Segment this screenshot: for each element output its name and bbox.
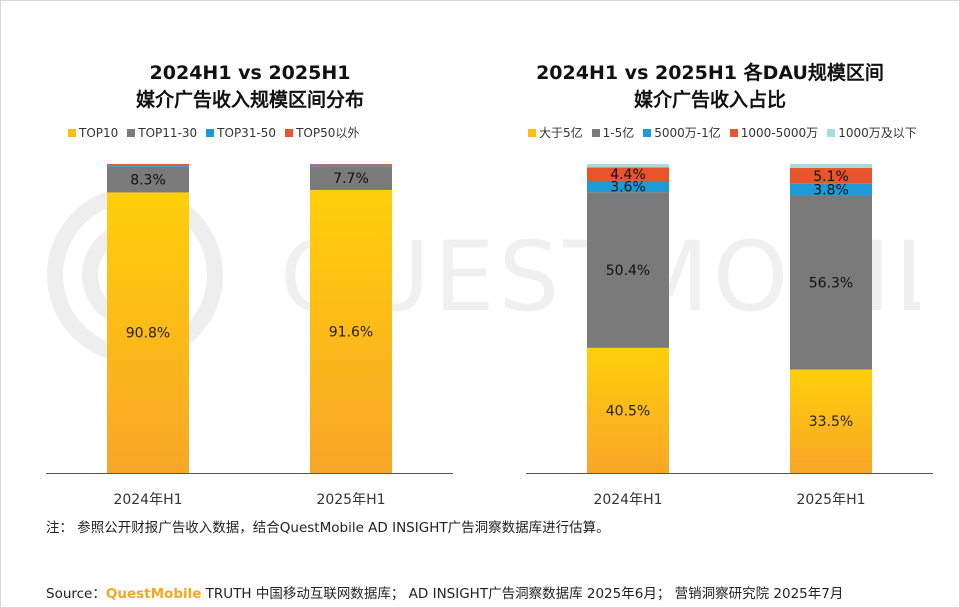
legend-label: TOP50以外 bbox=[296, 126, 360, 140]
left-chart-title-line-1: 2024H1 vs 2025H1 bbox=[149, 62, 351, 84]
legend-item-1: 1-5亿 bbox=[591, 124, 635, 141]
bar-1-top50-segment bbox=[310, 164, 392, 165]
data-label: 3.6% bbox=[610, 180, 646, 196]
bar-1-5000-1-segment bbox=[790, 183, 872, 196]
right-chart-title: 2024H1 vs 2025H1 各DAU规模区间 媒介广告收入占比 bbox=[490, 60, 930, 114]
x-tick-label: 2024年H1 bbox=[593, 492, 662, 508]
data-label: 50.4% bbox=[606, 263, 650, 279]
data-label: 33.5% bbox=[809, 414, 853, 430]
footnote: 注： 参照公开财报广告收入数据，结合QuestMobile AD INSIGHT… bbox=[46, 520, 610, 536]
source-prefix: Source： bbox=[46, 586, 106, 602]
legend-swatch bbox=[643, 129, 652, 137]
bar-0-1000-segment bbox=[587, 164, 669, 168]
legend-label: TOP10 bbox=[79, 126, 119, 140]
bar-0-top31-50-segment bbox=[107, 164, 189, 167]
bar-0-top50-segment bbox=[107, 164, 189, 165]
source-rest: TRUTH 中国移动互联网数据库； AD INSIGHT广告洞察数据库 2025… bbox=[201, 586, 844, 602]
left-chart-plot: 90.8% 8.3% 2024年H1 91.6% 7.7% 2025年H1 bbox=[46, 164, 453, 508]
bar-1-1000-segment bbox=[790, 164, 872, 169]
data-label: 90.8% bbox=[126, 326, 170, 342]
data-label: 7.7% bbox=[333, 171, 369, 187]
legend-item-2: 5000万-1亿 bbox=[643, 124, 721, 141]
bar-1-top10-segment bbox=[310, 189, 392, 473]
source-brand: QuestMobile bbox=[105, 586, 202, 602]
legend-label: TOP11-30 bbox=[138, 126, 198, 140]
legend-swatch bbox=[285, 129, 294, 137]
legend-label: 1000-5000万 bbox=[740, 126, 819, 140]
bar-1-top11-30-segment bbox=[310, 166, 392, 190]
bar-0-top10-segment bbox=[107, 192, 189, 473]
data-label: 56.3% bbox=[809, 276, 853, 292]
legend-label: 5000万-1亿 bbox=[654, 126, 721, 140]
legend-swatch bbox=[206, 129, 215, 137]
legend-item-1: TOP11-30 bbox=[127, 126, 197, 140]
x-tick-label: 2025年H1 bbox=[796, 492, 865, 508]
right-chart-plot: 40.5% 50.4% 3.6%4.4% 2024年H1 33.5% 56.3% 3.8%5… bbox=[526, 164, 933, 508]
legend-swatch bbox=[528, 129, 536, 137]
legend-label: TOP31-50 bbox=[217, 126, 277, 140]
left-chart-legend: TOP10 TOP11-30 TOP31-50 TOP50以外 bbox=[68, 124, 368, 141]
bar-0-5-segment bbox=[587, 347, 669, 473]
right-chart-title-line-1: 2024H1 vs 2025H1 各DAU规模区间 bbox=[536, 62, 884, 84]
bar-1-1-5-segment bbox=[790, 195, 872, 370]
right-chart-title-line-2: 媒介广告收入占比 bbox=[633, 89, 786, 111]
data-label: 5.1% bbox=[813, 169, 849, 185]
data-label: 91.6% bbox=[329, 324, 373, 340]
data-label: 40.5% bbox=[606, 403, 650, 419]
data-label: 3.8% bbox=[813, 183, 849, 199]
legend-item-3: 1000-5000万 bbox=[729, 124, 819, 141]
x-tick-label: 2024年H1 bbox=[113, 492, 182, 508]
legend-swatch bbox=[827, 129, 836, 137]
right-chart-legend: 大于5亿 1-5亿 5000万-1亿 1000-5000万 1000万及以下 bbox=[528, 124, 926, 141]
x-tick-label: 2025年H1 bbox=[316, 492, 385, 508]
legend-item-3: TOP50以外 bbox=[285, 124, 359, 141]
legend-item-2: TOP31-50 bbox=[206, 126, 276, 140]
bar-1-5-segment bbox=[790, 369, 872, 473]
bar-0-1000-5000-segment bbox=[587, 167, 669, 181]
source-line: Source：QuestMobile TRUTH 中国移动互联网数据库； AD … bbox=[46, 582, 843, 602]
bar-1-1000-5000-segment bbox=[790, 168, 872, 184]
bar-0-top11-30-segment bbox=[107, 166, 189, 193]
bar-0-1-5-segment bbox=[587, 192, 669, 348]
legend-label: 1-5亿 bbox=[602, 126, 635, 140]
legend-swatch bbox=[68, 129, 76, 137]
data-label: 4.4% bbox=[610, 167, 646, 183]
legend-swatch bbox=[591, 129, 600, 137]
bar-0-5000-1-segment bbox=[587, 180, 669, 193]
left-chart-title-line-2: 媒介广告收入规模区间分布 bbox=[135, 89, 364, 111]
data-label: 8.3% bbox=[130, 173, 166, 189]
legend-label: 1000万及以下 bbox=[838, 126, 917, 140]
legend-item-0: 大于5亿 bbox=[528, 124, 583, 141]
legend-label: 大于5亿 bbox=[539, 126, 583, 140]
legend-item-0: TOP10 bbox=[68, 126, 118, 140]
legend-item-4: 1000万及以下 bbox=[827, 124, 917, 141]
legend-swatch bbox=[729, 129, 738, 137]
legend-swatch bbox=[127, 129, 136, 137]
bar-1-top31-50-segment bbox=[310, 164, 392, 167]
left-chart-title: 2024H1 vs 2025H1 媒介广告收入规模区间分布 bbox=[30, 60, 470, 114]
